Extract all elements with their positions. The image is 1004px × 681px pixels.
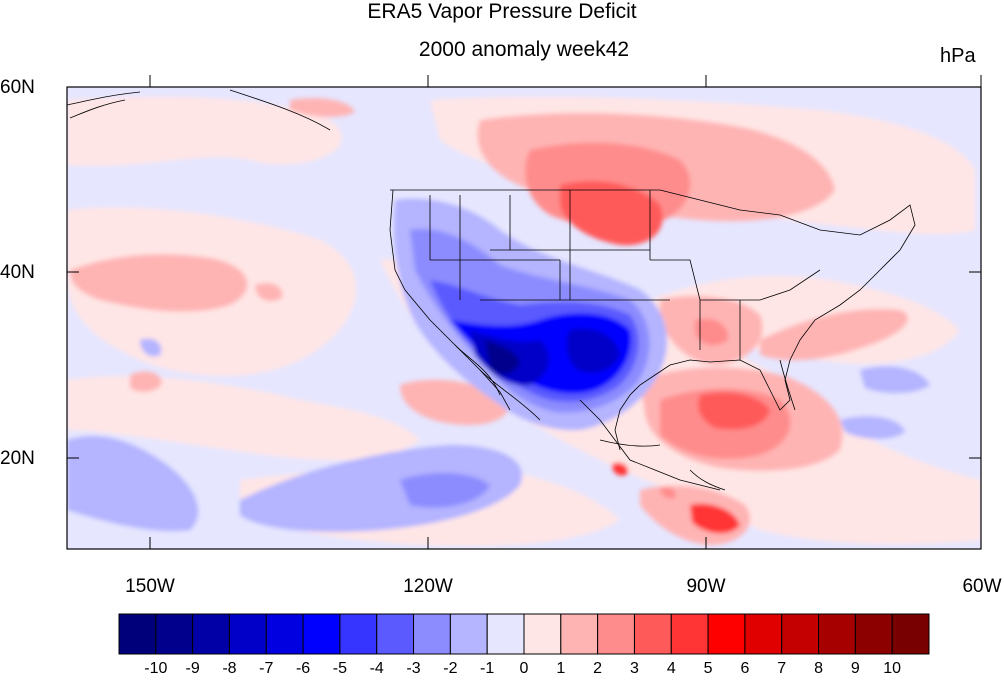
axis-ticks [67,75,982,549]
colorbar [118,613,930,655]
colorbar-label: 6 [740,660,750,677]
colorbar-label: -7 [259,660,274,677]
lon-label-60w: 60W [962,576,1002,597]
colorbar-swatch [781,613,820,655]
colorbar-swatch [192,613,230,655]
colorbar-label: -6 [295,660,311,677]
colorbar-label: 0 [519,660,529,677]
colorbar-label: 9 [850,660,860,677]
colorbar-swatch [486,613,525,655]
colorbar-swatch [118,613,157,655]
colorbar-label: 8 [814,660,823,677]
colorbar-swatch [302,613,341,655]
colorbar-swatch [818,613,856,655]
colorbar-swatch [560,613,599,655]
colorbar-label: -9 [185,660,200,677]
colorbar-label: 10 [883,660,902,677]
colorbar-label: -8 [222,660,237,677]
colorbar-swatch [523,613,562,655]
colorbar-swatch [155,613,194,655]
lat-label-60n: 60N [0,77,35,98]
colorbar-swatch [670,613,709,655]
units-label: hPa [940,45,976,67]
coastlines [67,89,916,491]
colorbar-swatch [413,613,451,655]
colorbar-swatch [597,613,635,655]
colorbar-label: 5 [703,660,713,677]
colorbar-label: -1 [480,660,495,677]
colorbar-label: 4 [666,660,676,677]
lon-label-90w: 90W [686,576,726,597]
colorbar-swatch [633,613,672,655]
colorbar-label: -2 [443,660,458,677]
colorbar-swatch [228,613,267,655]
colorbar-swatch [707,613,746,655]
colorbar-label: 2 [593,660,603,677]
colorbar-swatch [265,613,304,655]
lat-label-40n: 40N [0,262,35,283]
colorbar-label: -4 [369,660,384,677]
colorbar-label: -10 [144,660,168,677]
anomaly-field [67,87,981,549]
colorbar-swatch [449,613,488,655]
colorbar-label: 3 [630,660,639,677]
colorbar-swatch [376,613,415,655]
colorbar-swatch [854,613,893,655]
colorbar-label: -3 [406,660,421,677]
colorbar-label: 7 [777,660,787,677]
lat-label-20n: 20N [0,448,35,469]
colorbar-label: 1 [556,660,566,677]
map-subtitle: 2000 anomaly week42 [418,38,630,61]
map-title: ERA5 Vapor Pressure Deficit [367,0,637,23]
colorbar-swatch [891,613,930,655]
colorbar-label: -5 [332,660,348,677]
lon-label-120w: 120W [403,576,453,597]
colorbar-swatch [744,613,783,655]
colorbar-swatch [339,613,378,655]
lon-label-150w: 150W [125,576,175,597]
